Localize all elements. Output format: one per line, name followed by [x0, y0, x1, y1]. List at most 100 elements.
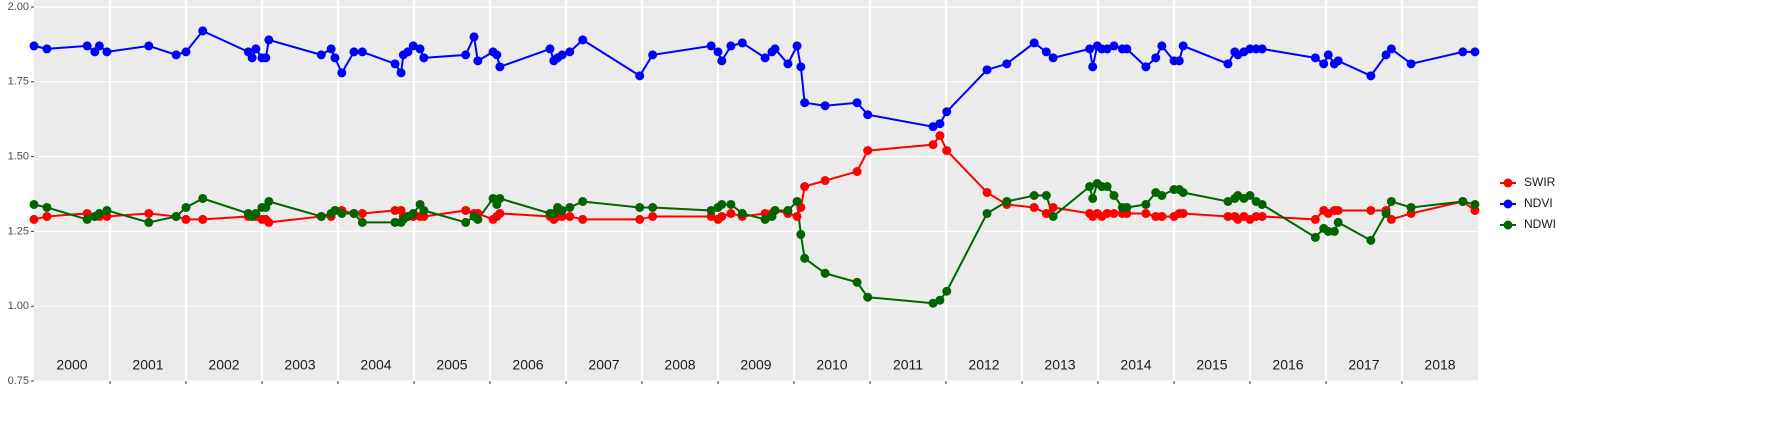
data-point — [29, 41, 39, 51]
data-point — [357, 217, 367, 227]
data-point — [408, 208, 418, 218]
data-point — [796, 62, 806, 72]
data-point — [706, 41, 716, 51]
y-tick-label: 1.75 — [8, 76, 29, 88]
data-point — [942, 107, 952, 117]
x-tick-label: 2010 — [816, 357, 847, 373]
data-point — [800, 182, 810, 192]
data-point — [247, 53, 257, 63]
data-point — [144, 41, 154, 51]
data-point — [1223, 59, 1233, 69]
x-tick-label: 2017 — [1348, 357, 1379, 373]
data-point — [1151, 53, 1161, 63]
x-tick-label: 2018 — [1424, 357, 1455, 373]
data-point — [1088, 62, 1098, 72]
data-point — [29, 199, 39, 209]
x-tick-label: 2004 — [360, 357, 391, 373]
data-point — [264, 35, 274, 45]
data-point — [1088, 193, 1098, 203]
x-tick-label: 2015 — [1196, 357, 1227, 373]
data-point — [737, 208, 747, 218]
data-point — [473, 56, 483, 66]
data-point — [800, 98, 810, 108]
x-tick-label: 2005 — [436, 357, 467, 373]
data-point — [648, 50, 658, 60]
data-point — [1406, 59, 1416, 69]
x-tick-label: 2014 — [1120, 357, 1151, 373]
data-point — [792, 41, 802, 51]
data-point — [648, 202, 658, 212]
data-point — [942, 286, 952, 296]
data-point — [326, 44, 336, 54]
data-point — [726, 199, 736, 209]
data-point — [726, 208, 736, 218]
data-point — [770, 205, 780, 215]
data-point — [1386, 214, 1396, 224]
data-point — [330, 53, 340, 63]
data-point — [415, 44, 425, 54]
data-point — [198, 193, 208, 203]
data-point — [820, 101, 830, 111]
data-point — [1141, 62, 1151, 72]
data-point — [316, 211, 326, 221]
data-point — [1329, 226, 1339, 236]
x-tick-label: 2003 — [284, 357, 315, 373]
y-tick-label: 1.25 — [8, 225, 29, 237]
data-point — [1102, 208, 1112, 218]
data-point — [1141, 208, 1151, 218]
data-point — [1245, 190, 1255, 200]
data-point — [737, 38, 747, 48]
data-point — [1470, 47, 1480, 57]
data-point — [1319, 59, 1329, 69]
data-point — [796, 229, 806, 239]
data-point — [713, 47, 723, 57]
data-point — [349, 208, 359, 218]
data-point — [928, 122, 938, 132]
data-point — [42, 202, 52, 212]
data-point — [578, 196, 588, 206]
data-point — [102, 47, 112, 57]
data-point — [102, 205, 112, 215]
data-point — [565, 211, 575, 221]
data-point — [770, 44, 780, 54]
data-point — [1102, 182, 1112, 192]
data-point — [144, 217, 154, 227]
data-point — [820, 176, 830, 186]
data-point — [1157, 211, 1167, 221]
data-point — [144, 208, 154, 218]
data-point — [792, 196, 802, 206]
data-point — [1029, 190, 1039, 200]
legend-label: NDWI — [1524, 217, 1556, 231]
data-point — [94, 41, 104, 51]
data-point — [349, 47, 359, 57]
data-point — [1041, 190, 1051, 200]
x-tick-label: 2002 — [208, 357, 239, 373]
data-point — [1366, 71, 1376, 81]
data-point — [935, 295, 945, 305]
panel — [34, 0, 1478, 381]
data-point — [264, 196, 274, 206]
data-point — [337, 68, 347, 78]
data-point — [1048, 211, 1058, 221]
data-point — [578, 35, 588, 45]
data-point — [1029, 38, 1039, 48]
data-point — [461, 50, 471, 60]
data-point — [181, 214, 191, 224]
y-tick-label: 1.50 — [8, 151, 29, 163]
data-point — [1323, 50, 1333, 60]
data-point — [181, 202, 191, 212]
data-point — [198, 26, 208, 36]
data-point — [1310, 214, 1320, 224]
data-point — [171, 50, 181, 60]
data-point — [316, 50, 326, 60]
x-tick-label: 2001 — [132, 357, 163, 373]
legend-label: NDVI — [1524, 196, 1553, 210]
data-point — [863, 146, 873, 156]
data-point — [578, 214, 588, 224]
data-point — [461, 217, 471, 227]
data-point — [1310, 53, 1320, 63]
data-point — [1381, 208, 1391, 218]
data-point — [760, 53, 770, 63]
data-point — [198, 214, 208, 224]
data-point — [1178, 41, 1188, 51]
